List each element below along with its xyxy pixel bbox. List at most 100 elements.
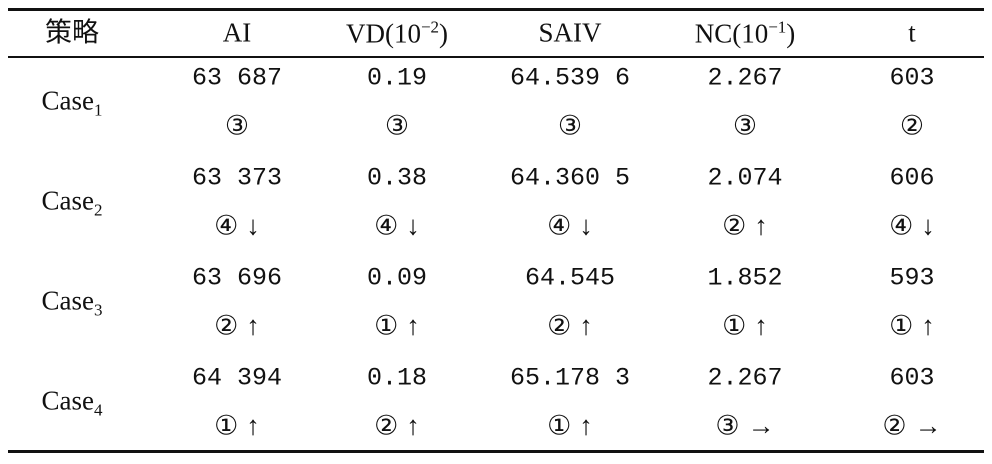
- value-cell: 603: [889, 366, 934, 391]
- bottom-rule: [8, 450, 984, 453]
- case-name: Case: [41, 85, 94, 116]
- value-cell: 63 687: [192, 66, 282, 91]
- value: 603: [889, 363, 935, 393]
- header-close: ): [439, 18, 449, 49]
- value: 63 696: [191, 263, 283, 293]
- trend-arrow: ↓: [921, 210, 935, 241]
- value-cell: 64.545: [525, 266, 615, 291]
- rank-cell: ③: [384, 110, 410, 141]
- rank-cell: ② →: [882, 410, 942, 441]
- rank: ④: [889, 210, 914, 241]
- header-text: AI: [222, 17, 252, 48]
- case-label: Case4: [41, 385, 103, 420]
- trend-arrow: ↑: [579, 310, 593, 341]
- case-index: 4: [93, 400, 103, 420]
- trend-arrow: →: [914, 410, 942, 441]
- value: 63 373: [191, 163, 283, 193]
- value-cell: 63 373: [192, 166, 282, 191]
- trend-arrow: ↑: [406, 410, 420, 441]
- rank: ②: [374, 410, 399, 441]
- value-cell: 2.267: [707, 366, 782, 391]
- value-cell: 2.074: [707, 166, 782, 191]
- header-cell: AI: [222, 17, 252, 48]
- header-cell: NC(10−1): [695, 19, 796, 48]
- header-text: t: [908, 17, 916, 48]
- trend-arrow: ↓: [246, 210, 260, 241]
- rank: ②: [882, 410, 907, 441]
- value-cell: 593: [889, 266, 934, 291]
- value-cell: 64.360 5: [510, 166, 630, 191]
- rank-cell: ④ ↓: [547, 210, 593, 241]
- case-label: Case2: [41, 185, 103, 220]
- header-cell: 策略: [45, 17, 99, 48]
- header-text: SAIV: [538, 17, 602, 48]
- value: 65.178 3: [509, 363, 631, 393]
- case-index: 1: [93, 100, 103, 120]
- rank-cell: ③: [224, 110, 250, 141]
- trend-arrow: ↑: [406, 310, 420, 341]
- value: 63 687: [191, 63, 283, 93]
- trend-arrow: ↓: [406, 210, 420, 241]
- header-text: 策略: [45, 17, 99, 48]
- rank: ③: [557, 110, 583, 141]
- value-cell: 0.19: [367, 66, 427, 91]
- value: 606: [889, 163, 935, 193]
- value: 1.852: [707, 263, 783, 293]
- header-rule: [8, 56, 984, 58]
- header-text: VD(10: [345, 18, 421, 49]
- rank: ①: [547, 410, 572, 441]
- case-label: Case1: [41, 85, 103, 120]
- value: 64.360 5: [509, 163, 631, 193]
- value: 2.267: [707, 63, 783, 93]
- value-cell: 63 696: [192, 266, 282, 291]
- value: 64.545: [524, 263, 616, 293]
- rank-cell: ① ↑: [547, 410, 593, 441]
- value-cell: 64 394: [192, 366, 282, 391]
- value: 0.19: [366, 63, 428, 93]
- case-name: Case: [41, 285, 94, 316]
- trend-arrow: ↑: [246, 310, 260, 341]
- rank-cell: ④ ↓: [889, 210, 935, 241]
- rank: ③: [715, 410, 740, 441]
- case-name: Case: [41, 385, 94, 416]
- rank: ④: [547, 210, 572, 241]
- header-close: ): [786, 18, 796, 49]
- case-index: 2: [93, 200, 103, 220]
- rank: ①: [374, 310, 399, 341]
- trend-arrow: ↓: [579, 210, 593, 241]
- header-cell: t: [908, 17, 916, 48]
- header-cell: VD(10−2): [346, 19, 448, 48]
- rank-cell: ②: [900, 112, 924, 140]
- top-rule: [8, 8, 984, 11]
- trend-arrow: ↑: [579, 410, 593, 441]
- rank: ②: [722, 210, 747, 241]
- rank-cell: ④ ↓: [214, 210, 260, 241]
- rank: ③: [224, 110, 250, 141]
- rank-cell: ② ↑: [547, 310, 593, 341]
- value: 2.074: [707, 163, 783, 193]
- value-cell: 603: [889, 66, 934, 91]
- rank-cell: ① ↑: [889, 312, 935, 340]
- value: 64 394: [191, 363, 283, 393]
- rank-cell: ① ↑: [214, 412, 260, 440]
- header-cell: SAIV: [538, 17, 602, 48]
- trend-arrow: ↑: [754, 210, 768, 241]
- value-cell: 2.267: [707, 66, 782, 91]
- rank-cell: ③: [732, 110, 758, 141]
- case-name: Case: [41, 185, 94, 216]
- rank: ③: [384, 110, 410, 141]
- value-cell: 0.38: [367, 166, 427, 191]
- value-cell: 65.178 3: [510, 366, 630, 391]
- header-text: NC(10: [694, 18, 769, 49]
- rank-cell: ② ↑: [374, 410, 420, 441]
- value-cell: 0.09: [367, 266, 427, 291]
- rank: ③: [732, 110, 758, 141]
- rank: ④: [374, 210, 399, 241]
- rank-cell: ③ →: [715, 410, 774, 441]
- value: 0.09: [366, 263, 428, 293]
- rank-cell: ② ↑: [214, 310, 260, 341]
- rank-cell: ③: [557, 110, 583, 141]
- value: 64.539 6: [509, 63, 631, 93]
- header-exponent: −1: [768, 17, 787, 37]
